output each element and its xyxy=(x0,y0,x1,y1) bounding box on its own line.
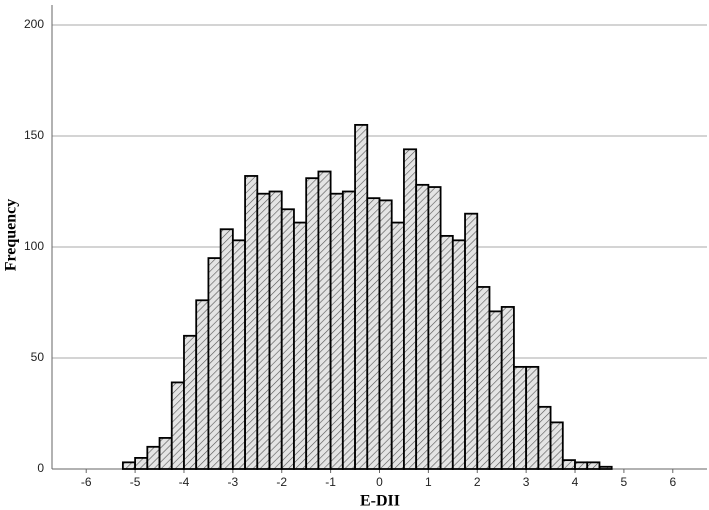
bar xyxy=(574,461,589,470)
bar xyxy=(390,221,405,470)
bar xyxy=(207,257,222,470)
bar xyxy=(183,334,198,470)
bar xyxy=(415,183,430,470)
x-axis-label: E-DII xyxy=(360,493,400,510)
bar xyxy=(280,208,295,470)
bar xyxy=(598,465,613,470)
bar xyxy=(317,170,332,470)
bar xyxy=(451,239,466,470)
bar xyxy=(366,197,381,470)
bar xyxy=(121,461,136,470)
y-axis-label: Frequency xyxy=(3,199,20,272)
bar xyxy=(549,421,564,470)
x-tick-label: 6 xyxy=(669,475,676,489)
bar xyxy=(268,190,283,470)
bar xyxy=(195,299,210,470)
bar xyxy=(586,461,601,470)
x-tick-label: 1 xyxy=(425,475,432,489)
x-tick-label: -4 xyxy=(179,475,190,489)
bar xyxy=(537,405,552,470)
bar xyxy=(146,445,161,470)
bar xyxy=(341,190,356,470)
bar xyxy=(500,306,515,470)
x-tick-label: 2 xyxy=(474,475,481,489)
x-tick-label: 3 xyxy=(523,475,530,489)
x-tick-label: -3 xyxy=(228,475,239,489)
bar xyxy=(513,365,528,470)
bar xyxy=(244,175,259,470)
bar xyxy=(231,239,246,470)
x-tick-label: 5 xyxy=(621,475,628,489)
y-tick-label: 50 xyxy=(31,350,45,364)
bar xyxy=(403,148,418,470)
bar xyxy=(256,192,271,470)
bar xyxy=(219,228,234,470)
x-tick-label: -6 xyxy=(81,475,92,489)
x-tick-label: -2 xyxy=(276,475,287,489)
bar xyxy=(561,459,576,470)
x-tick-label: 0 xyxy=(376,475,383,489)
bar xyxy=(134,456,149,470)
y-tick-label: 0 xyxy=(37,461,44,475)
bar xyxy=(305,177,320,470)
bar xyxy=(293,221,308,470)
x-tick-label: -5 xyxy=(130,475,141,489)
bar xyxy=(439,234,454,470)
bar xyxy=(464,212,479,470)
y-tick-label: 200 xyxy=(24,17,44,31)
bar xyxy=(158,437,173,470)
bar xyxy=(329,192,344,470)
bar xyxy=(476,286,491,470)
y-tick-label: 100 xyxy=(24,239,44,253)
x-tick-label: -1 xyxy=(325,475,336,489)
x-tick-label: 4 xyxy=(572,475,579,489)
bar xyxy=(170,381,185,470)
y-tick-label: 150 xyxy=(24,128,44,142)
bar xyxy=(525,365,540,470)
bar xyxy=(488,310,503,470)
bar xyxy=(427,186,442,470)
bar xyxy=(378,199,393,470)
bar xyxy=(354,123,369,470)
